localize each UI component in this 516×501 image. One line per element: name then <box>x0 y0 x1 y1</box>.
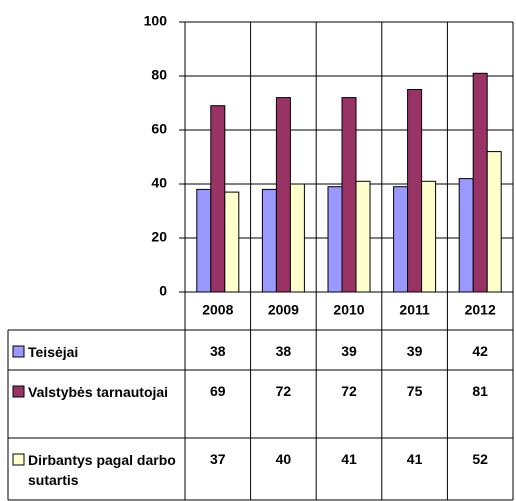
bar <box>196 188 212 293</box>
x-tick-label: 2008 <box>202 302 233 318</box>
y-tick-label: 40 <box>151 175 167 191</box>
table-value: 42 <box>472 343 488 359</box>
bar <box>458 178 474 293</box>
table-value: 39 <box>406 343 423 359</box>
table-value: 38 <box>275 343 292 359</box>
bar <box>289 183 305 293</box>
y-tick-label: 20 <box>151 229 167 245</box>
bar <box>275 97 291 293</box>
bar <box>407 89 423 293</box>
table-value: 41 <box>341 451 357 467</box>
y-tick-label: 60 <box>151 121 167 137</box>
legend-key <box>12 345 25 358</box>
y-tick-label: 0 <box>159 283 167 299</box>
table-value: 37 <box>210 451 226 467</box>
table-value: 75 <box>406 383 423 399</box>
bar <box>421 180 437 293</box>
table-value: 72 <box>275 383 292 399</box>
bar <box>327 186 343 293</box>
x-tick-label: 2012 <box>465 302 496 318</box>
bar <box>224 191 240 293</box>
bar <box>261 188 277 293</box>
legend-label: Dirbantys pagal darbo sutartis <box>28 452 176 488</box>
x-tick-label: 2009 <box>268 302 299 318</box>
bar <box>341 97 357 293</box>
table-value: 81 <box>472 383 488 399</box>
bar <box>486 151 502 293</box>
table-value: 39 <box>341 343 357 359</box>
legend-label: Teisėjai <box>28 344 79 360</box>
legend-label: Valstybės tarnautojai <box>28 384 169 400</box>
bar <box>355 180 371 293</box>
table-value: 69 <box>210 383 226 399</box>
table-value: 52 <box>472 451 488 467</box>
table-value: 41 <box>406 451 423 467</box>
bar <box>472 72 488 293</box>
bar <box>393 186 409 293</box>
table-value: 38 <box>210 343 226 359</box>
x-tick-label: 2011 <box>399 302 430 318</box>
legend-key <box>12 453 25 466</box>
table-value: 40 <box>275 451 292 467</box>
y-tick-label: 100 <box>144 13 168 29</box>
table-value: 72 <box>341 383 357 399</box>
y-tick-label: 80 <box>151 67 167 83</box>
x-tick-label: 2010 <box>333 302 364 318</box>
legend-key <box>12 385 25 398</box>
bar <box>210 105 226 293</box>
